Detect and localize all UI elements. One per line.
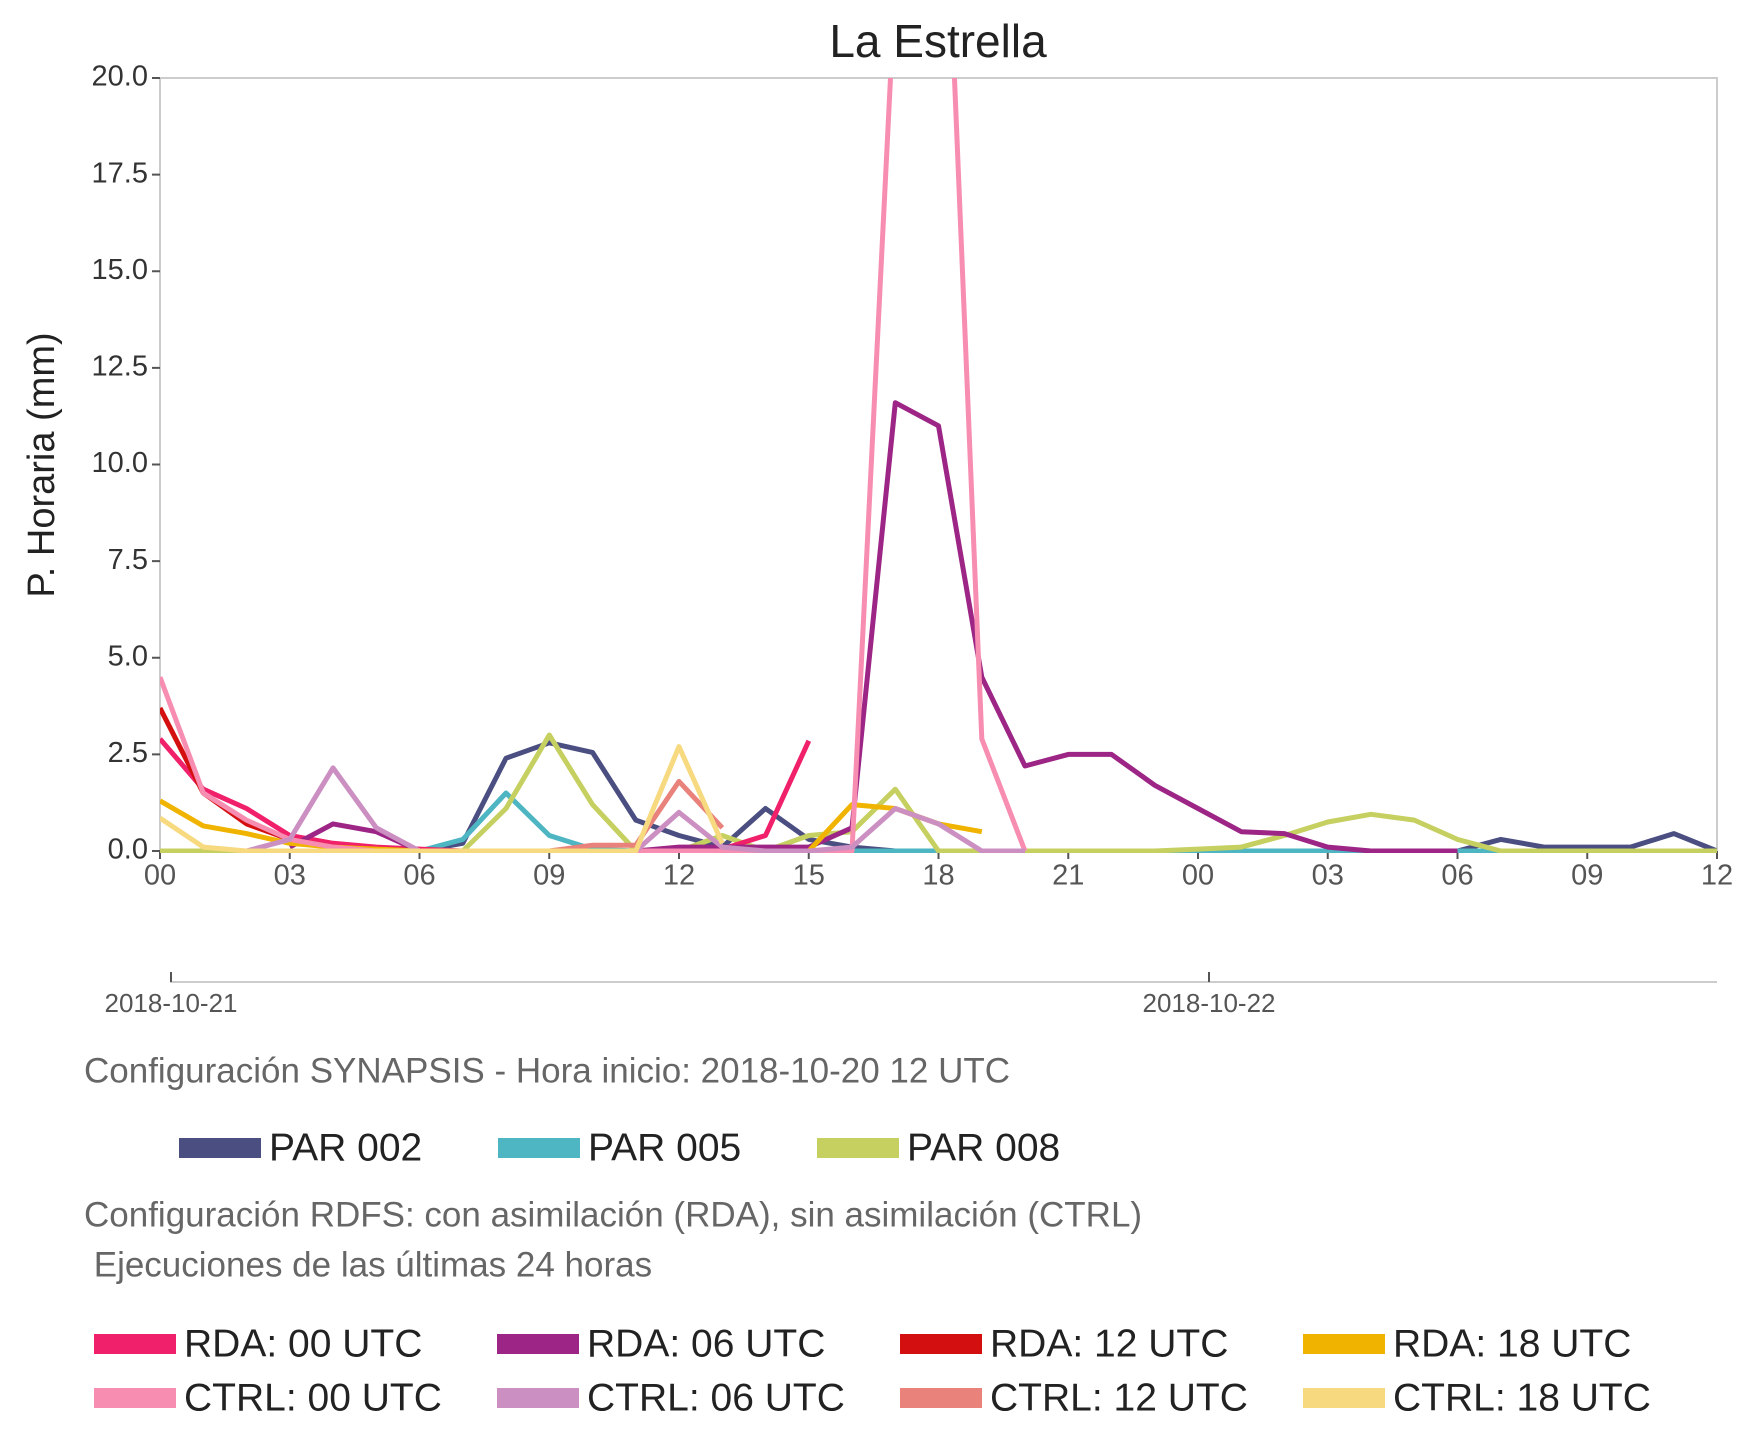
x-tick-label: 15	[793, 860, 825, 892]
x-tick-label: 03	[1312, 860, 1344, 892]
x-tick-label: 12	[663, 860, 695, 892]
legend-label: RDA: 00 UTC	[184, 1322, 422, 1365]
y-tick-label: 10.0	[92, 447, 148, 479]
legend-swatch	[1303, 1334, 1385, 1354]
y-tick-label: 15.0	[92, 254, 148, 286]
date-tick-label: 2018-10-22	[1143, 988, 1276, 1018]
plot-frame	[159, 77, 1718, 852]
legend-swatch	[497, 1388, 579, 1408]
series-line	[160, 732, 1717, 853]
plot-lines	[160, 78, 1717, 853]
rdfs-caption: Ejecuciones de las últimas 24 horas	[84, 1245, 652, 1284]
synapsis-caption: Configuración SYNAPSIS - Hora inicio: 20…	[84, 1051, 1010, 1090]
x-tick-label: 00	[1182, 860, 1214, 892]
x-tick-label: 06	[1441, 860, 1473, 892]
y-tick-label: 5.0	[108, 640, 148, 672]
legend-swatch	[497, 1334, 579, 1354]
legend-swatch	[94, 1334, 176, 1354]
series-line	[160, 744, 725, 853]
date-tick-label: 2018-10-21	[105, 988, 238, 1018]
y-tick-label: 0.0	[108, 834, 148, 866]
y-tick-label: 17.5	[92, 157, 148, 189]
legend-swatch	[900, 1334, 982, 1354]
legend-swatch	[498, 1138, 580, 1158]
y-tick-label: 7.5	[108, 544, 148, 576]
rdfs-caption: Configuración RDFS: con asimilación (RDA…	[84, 1195, 1142, 1234]
series-line	[288, 400, 1458, 853]
legend-label: RDA: 06 UTC	[587, 1322, 825, 1365]
legend-swatch	[817, 1138, 899, 1158]
legend-label: CTRL: 00 UTC	[184, 1376, 442, 1419]
x-tick-label: 12	[1701, 860, 1733, 892]
y-tick-label: 12.5	[92, 351, 148, 383]
legend-swatch	[179, 1138, 261, 1158]
legend-label: CTRL: 18 UTC	[1393, 1376, 1651, 1419]
legend-swatch	[1303, 1388, 1385, 1408]
x-tick-label: 09	[1571, 860, 1603, 892]
x-tick-label: 03	[274, 860, 306, 892]
legend-label: RDA: 12 UTC	[990, 1322, 1228, 1365]
x-tick-label: 21	[1052, 860, 1084, 892]
y-axis-label: P. Horaria (mm)	[21, 332, 63, 597]
legend-label: CTRL: 12 UTC	[990, 1376, 1248, 1419]
x-tick-label: 06	[403, 860, 435, 892]
legend-swatch	[900, 1388, 982, 1408]
legend-label: PAR 008	[907, 1126, 1060, 1169]
y-tick-label: 2.5	[108, 737, 148, 769]
x-tick-label: 18	[922, 860, 954, 892]
legend-swatch	[94, 1388, 176, 1408]
y-tick-label: 20.0	[92, 61, 148, 93]
x-tick-label: 00	[144, 860, 176, 892]
x-tick-label: 09	[533, 860, 565, 892]
legend-label: PAR 005	[588, 1126, 741, 1169]
chart-title: La Estrella	[829, 15, 1047, 67]
legend-label: RDA: 18 UTC	[1393, 1322, 1631, 1365]
legend-label: PAR 002	[269, 1126, 422, 1169]
legend-label: CTRL: 06 UTC	[587, 1376, 845, 1419]
